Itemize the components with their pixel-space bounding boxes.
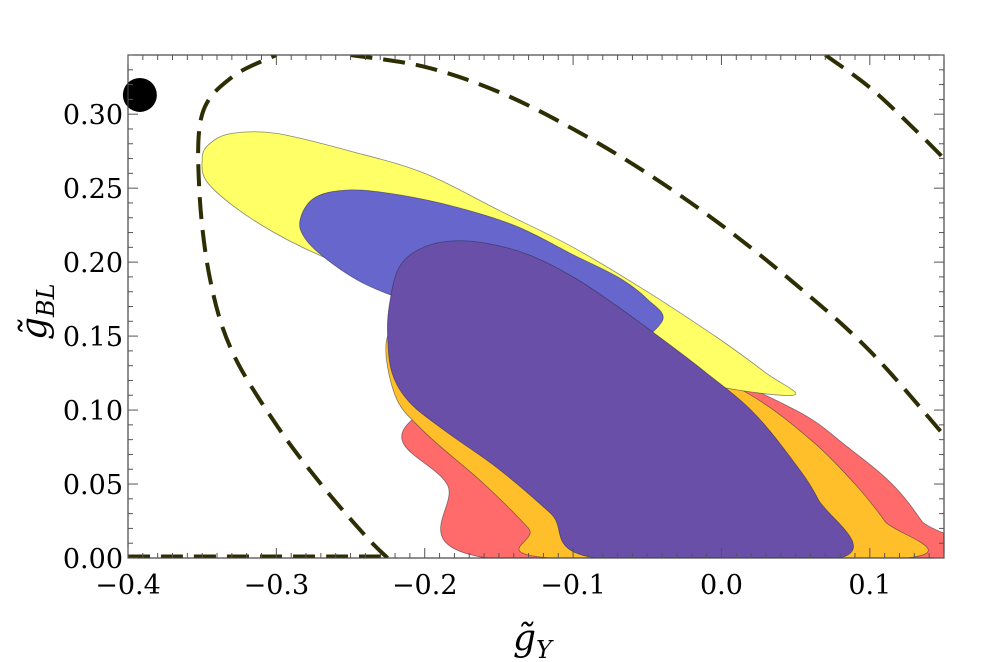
y-tick-label: 0.20 bbox=[63, 248, 123, 279]
y-tick-label: 0.05 bbox=[63, 470, 123, 501]
dashed-contour-3 bbox=[824, 55, 944, 160]
y-axis-label-subscript: BL bbox=[32, 283, 60, 318]
x-tick-label: −0.3 bbox=[244, 570, 310, 601]
dashed-contour-1 bbox=[196, 55, 390, 558]
marker-point-1 bbox=[122, 77, 157, 112]
dashed-contour-2 bbox=[350, 55, 944, 437]
y-tick-label: 0.15 bbox=[63, 322, 123, 353]
x-tick-label: 0.1 bbox=[848, 570, 891, 601]
tick-labels-layer: −0.4 −0.3 −0.2 −0.1 0.0 0.1 0.00 0.05 0.10 0.15 0.… bbox=[63, 100, 891, 601]
x-axis-label-subscript: Y bbox=[536, 636, 554, 662]
y-tick-label: 0.25 bbox=[63, 174, 123, 205]
y-axis-label: g̃BL bbox=[14, 283, 60, 340]
ticks-layer bbox=[127, 54, 945, 559]
region-purple bbox=[386, 240, 854, 558]
y-tick-label: 0.30 bbox=[63, 100, 123, 131]
regions-layer bbox=[201, 131, 944, 558]
y-tick-label: 0.10 bbox=[63, 396, 123, 427]
x-axis-label: g̃Y bbox=[513, 618, 554, 662]
markers-layer bbox=[122, 77, 157, 112]
x-tick-label: −0.2 bbox=[392, 570, 458, 601]
x-tick-label: −0.1 bbox=[540, 570, 606, 601]
y-tick-label: 0.00 bbox=[63, 544, 123, 575]
x-tick-label: −0.4 bbox=[95, 570, 161, 601]
x-tick-label: 0.0 bbox=[700, 570, 743, 601]
